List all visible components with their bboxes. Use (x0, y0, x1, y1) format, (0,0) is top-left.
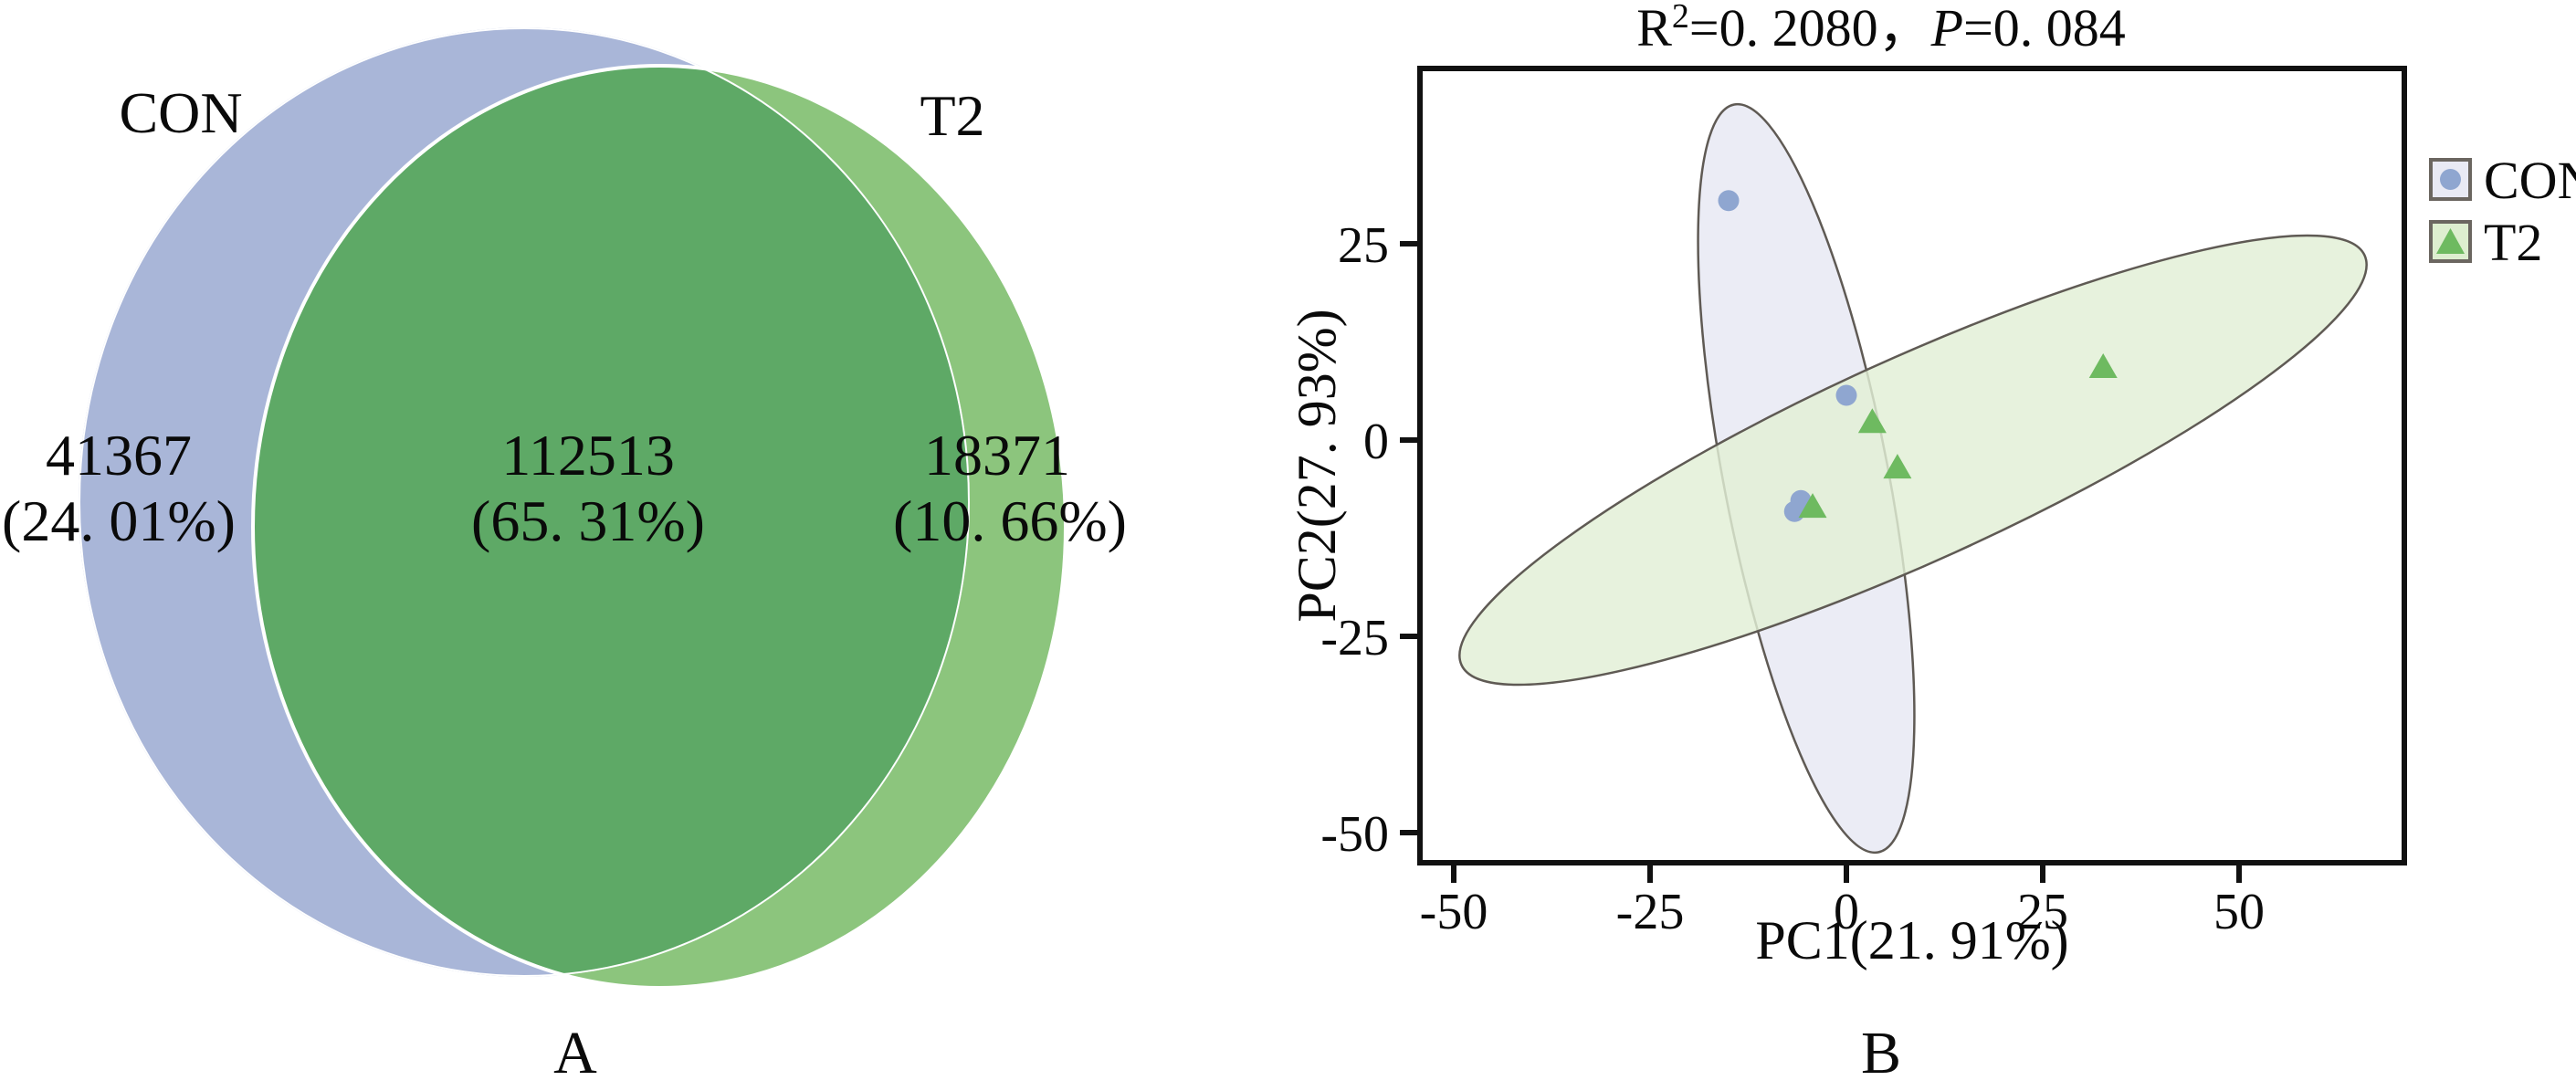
venn-overlap-value: 112513 (501, 423, 675, 488)
con-data-point (1783, 500, 1805, 522)
t2-confidence-ellipse (1458, 234, 2368, 687)
venn-t2-label: T2 (920, 83, 984, 148)
con-data-point (1718, 190, 1740, 212)
pca-plot-panel: R2=0. 2080，P=0. 084 -50 -25 0 25 50 250-25-5… (1287, 0, 2576, 1086)
title-r-sup: 2 (1672, 0, 1689, 36)
venn-green-seam (251, 64, 1067, 990)
title-p-value: =0. 084 (1963, 0, 2126, 58)
title-p: P (1930, 0, 1963, 58)
x-tick-label: 50 (2213, 884, 2265, 940)
x-tick-label: 0 (1834, 884, 1859, 940)
x-axis-title: PC1(21. 91%) (1755, 910, 2068, 970)
x-tick-label: -50 (1420, 884, 1488, 940)
legend-t2-label: T2 (2484, 213, 2542, 272)
venn-diagram-panel: CON T2 41367 (24. 01%) 112513 (65. 31%) … (2, 27, 1127, 1086)
legend-t2-triangle-icon (2436, 228, 2465, 254)
panel-a-label: A (553, 1020, 597, 1086)
y-axis-ticks: 25 0 -25 -50 (1320, 217, 1420, 863)
con-data-point (1835, 384, 1857, 406)
venn-overlap-percent: (65. 31%) (471, 488, 705, 553)
y-tick-label: -25 (1320, 610, 1389, 666)
venn-right-value: 18371 (924, 423, 1070, 488)
venn-con-label: CON (119, 80, 242, 145)
venn-t2-region (253, 66, 1066, 988)
y-tick-label: 25 (1338, 217, 1389, 274)
title-r: R (1636, 0, 1672, 58)
legend-item-t2: T2 (2429, 213, 2542, 272)
legend-item-con: CON (2429, 151, 2576, 210)
t2-data-point (1798, 493, 1827, 519)
plot-border (1417, 66, 2407, 865)
scatter-points (1718, 190, 2118, 522)
pca-title: R2=0. 2080，P=0. 084 (1636, 0, 2126, 58)
legend-con-label: CON (2484, 151, 2576, 210)
venn-right-percent: (10. 66%) (893, 488, 1127, 553)
venn-left-percent: (24. 01%) (2, 488, 236, 553)
legend: CON T2 (2429, 151, 2576, 272)
title-r-value: =0. 2080， (1689, 0, 1931, 58)
panel-b-label: B (1861, 1020, 1901, 1086)
y-axis-title: PC2(27. 93%) (1287, 309, 1347, 622)
t2-data-point (1883, 454, 1912, 479)
confidence-ellipses (1458, 102, 2368, 855)
x-tick-label: -25 (1616, 884, 1685, 940)
y-tick-label: 0 (1363, 414, 1389, 470)
t2-data-point (1857, 408, 1887, 434)
x-axis-ticks: -50 -25 0 25 50 (1420, 863, 2265, 940)
venn-left-value: 41367 (46, 423, 192, 488)
x-tick-label: 25 (2017, 884, 2068, 940)
t2-data-point (2088, 353, 2118, 379)
legend-con-circle-icon (2440, 169, 2461, 190)
y-tick-label: -50 (1320, 806, 1389, 863)
